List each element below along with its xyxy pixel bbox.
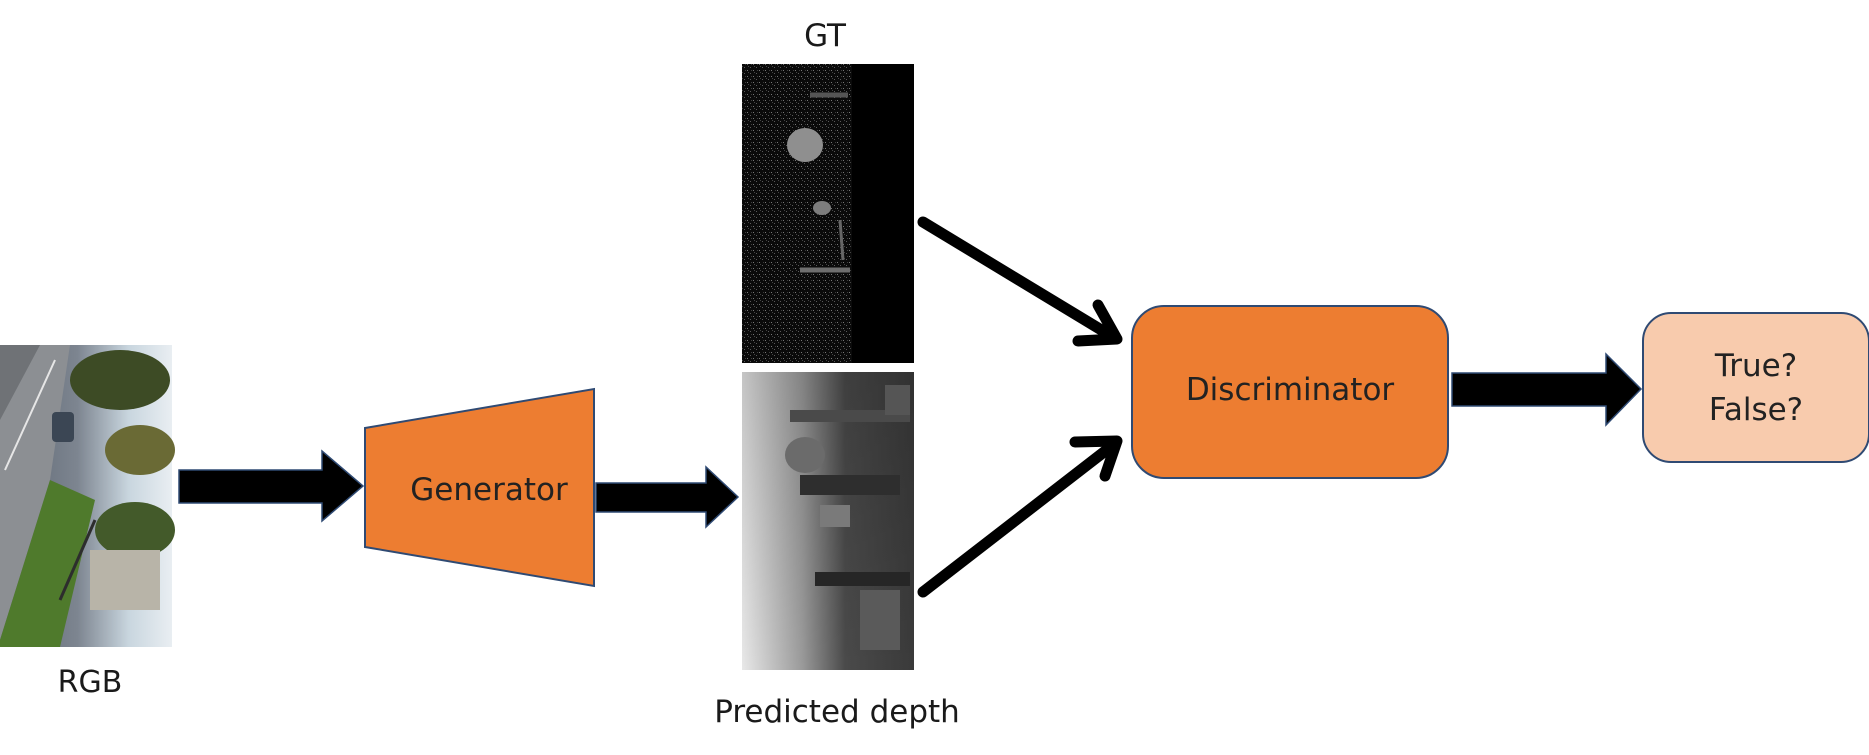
- rgb-image: [0, 345, 175, 647]
- rgb-label: RGB: [58, 665, 123, 700]
- output-true-label: True?: [1714, 348, 1797, 384]
- gt-depth-image: [742, 64, 914, 363]
- arrow-predicted-to-discriminator: [917, 435, 1123, 598]
- generator-node: [364, 387, 595, 588]
- generator-label: Generator: [410, 472, 568, 508]
- output-node: [1642, 312, 1869, 463]
- arrow-rgb-to-generator: [178, 449, 365, 523]
- discriminator-label: Discriminator: [1186, 372, 1395, 408]
- arrow-gt-to-discriminator: [917, 216, 1123, 347]
- arrow-discriminator-to-output: [1451, 352, 1643, 427]
- arrow-generator-to-depth: [595, 465, 740, 529]
- gt-label: GT: [804, 18, 847, 54]
- predicted-depth-label: Predicted depth: [714, 694, 960, 730]
- discriminator-node: [1131, 305, 1449, 479]
- output-false-label: False?: [1709, 392, 1803, 428]
- predicted-depth-image: [742, 372, 914, 670]
